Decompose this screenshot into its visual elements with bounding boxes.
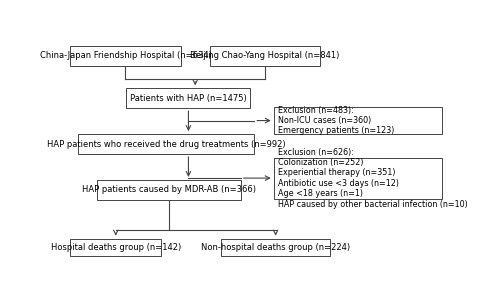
Text: HAP patients caused by MDR-AB (n=366): HAP patients caused by MDR-AB (n=366) [82, 185, 256, 194]
FancyBboxPatch shape [274, 107, 442, 134]
FancyBboxPatch shape [126, 88, 250, 108]
FancyBboxPatch shape [70, 46, 180, 66]
Text: HAP patients who received the drug treatments (n=992): HAP patients who received the drug treat… [47, 140, 286, 149]
Text: Beijing Chao-Yang Hospital (n=841): Beijing Chao-Yang Hospital (n=841) [190, 52, 340, 60]
Text: Exclusion (n=483):
Non-ICU cases (n=360)
Emergency patients (n=123): Exclusion (n=483): Non-ICU cases (n=360)… [278, 106, 394, 135]
FancyBboxPatch shape [210, 46, 320, 66]
Text: China-Japan Friendship Hospital (n=634): China-Japan Friendship Hospital (n=634) [40, 52, 212, 60]
FancyBboxPatch shape [98, 180, 241, 200]
Text: Hospital deaths group (n=142): Hospital deaths group (n=142) [50, 243, 181, 252]
FancyBboxPatch shape [274, 158, 442, 199]
FancyBboxPatch shape [70, 239, 162, 256]
FancyBboxPatch shape [222, 239, 330, 256]
Text: Non-hospital deaths group (n=224): Non-hospital deaths group (n=224) [201, 243, 350, 252]
FancyBboxPatch shape [78, 134, 254, 154]
Text: Patients with HAP (n=1475): Patients with HAP (n=1475) [130, 94, 247, 103]
Text: Exclusion (n=626):
Colonization (n=252)
Experiential therapy (n=351)
Antibiotic : Exclusion (n=626): Colonization (n=252) … [278, 148, 468, 209]
